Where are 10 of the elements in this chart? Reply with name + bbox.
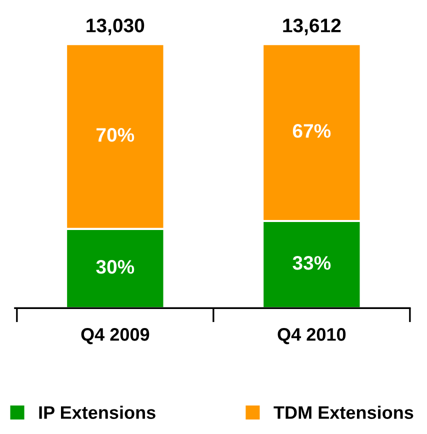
data-label: 67% <box>292 124 331 138</box>
data-label: 33% <box>292 256 331 270</box>
legend-label: TDM Extensions <box>274 406 414 419</box>
x-tick-label: Q4 2010 <box>278 328 346 344</box>
text: 13,030 <box>86 18 144 36</box>
legend-label: IP Extensions <box>39 406 156 419</box>
text: 13,612 <box>283 18 341 36</box>
data-label: 70% <box>96 128 134 142</box>
x-tick-label: Q4 2009 <box>81 328 150 344</box>
data-label: 30% <box>96 260 134 274</box>
